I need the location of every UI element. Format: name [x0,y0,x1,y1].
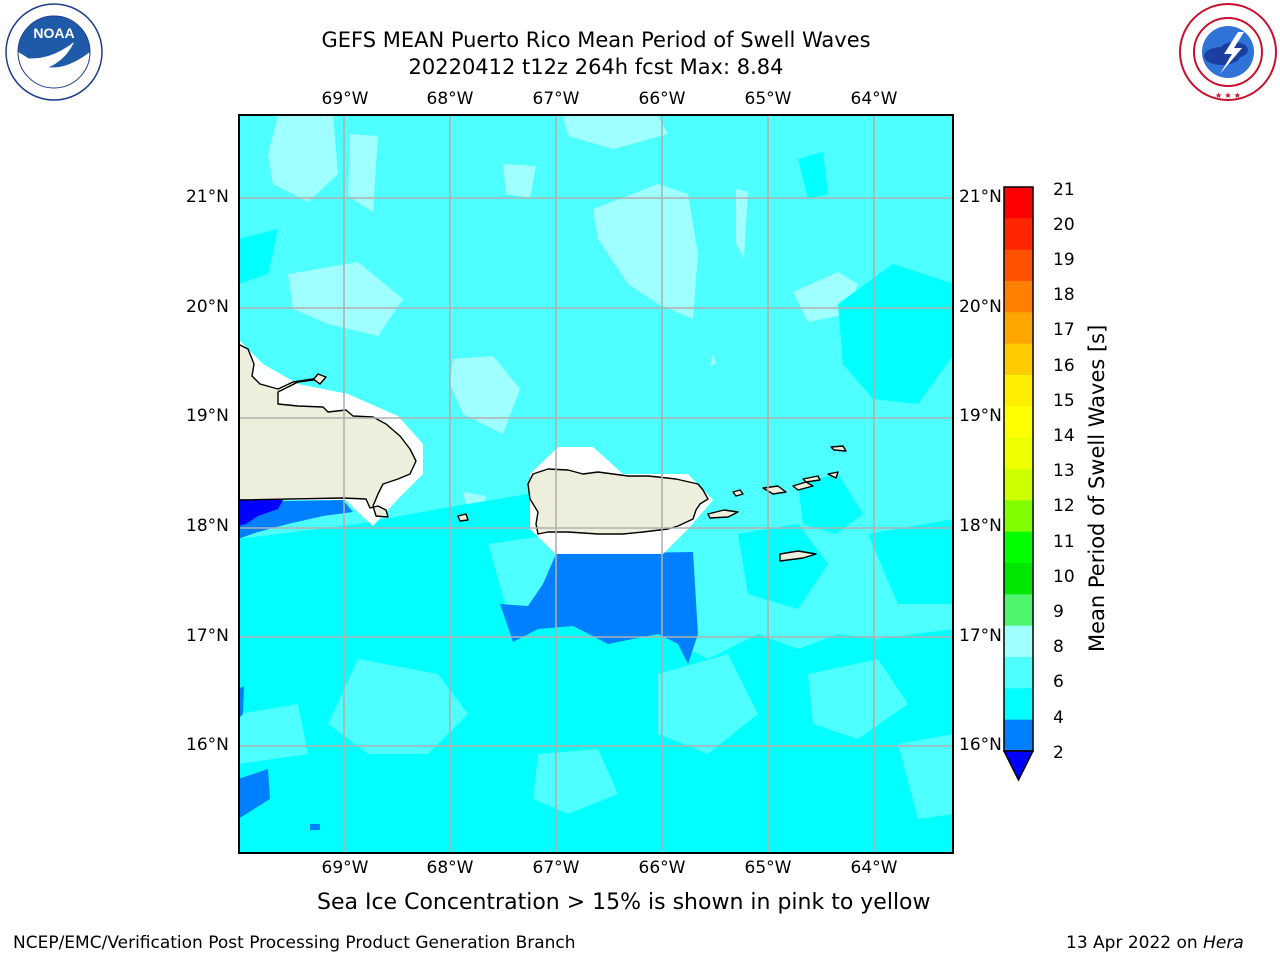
colorbar-tick: 9 [1053,602,1064,622]
lon-label-top: 67°W [532,89,580,109]
lat-label-right: 19°N [959,406,1002,426]
virgin-islands-virgin-gorda [802,475,821,483]
lon-label-bottom: 69°W [321,858,369,878]
lat-label-right: 20°N [959,297,1002,317]
swell-4-6-zones [238,152,954,854]
colorbar-tick: 13 [1053,461,1075,481]
colorbar-cell [1004,218,1033,251]
puerto-rico-land [527,468,709,535]
lon-label-bottom: 65°W [744,858,792,878]
map-panel[interactable] [237,114,954,858]
colorbar-cell [1004,563,1033,595]
lon-label-top: 69°W [321,89,369,109]
colorbar-cell [1004,406,1033,439]
footer-date-text: 13 Apr 2022 on [1066,933,1204,953]
swell-below-2 [238,500,283,526]
virgin-islands-st-thomas [732,489,744,497]
svg-text:★ ★ ★: ★ ★ ★ [1215,91,1241,100]
culebra-vieques [707,509,739,519]
colorbar-tick: 18 [1053,285,1075,305]
colorbar-cell [1004,312,1033,345]
footer-host: Hera [1203,933,1244,953]
sea-ice-note: Sea Ice Concentration > 15% is shown in … [317,890,931,915]
colorbar-cell [1004,688,1033,721]
mona-island [457,513,469,522]
lat-label-left: 16°N [186,735,229,755]
colorbar-cell [1004,500,1033,533]
lon-label-top: 65°W [744,89,792,109]
colorbar-cell [1004,657,1033,689]
lat-label-right: 16°N [959,735,1002,755]
colorbar-cell [1004,343,1033,376]
lat-label-left: 18°N [186,516,229,536]
colorbar-cell [1004,437,1033,470]
lat-label-left: 19°N [186,406,229,426]
colorbar-tick: 12 [1053,496,1075,516]
colorbar-tick: 20 [1053,215,1075,235]
colorbar [996,182,1041,786]
virgin-islands-north [827,471,839,479]
lon-label-bottom: 68°W [426,858,474,878]
lat-label-left: 21°N [186,187,229,207]
colorbar-cell [1004,281,1033,313]
svg-text:NOAA: NOAA [33,25,74,41]
lat-label-left: 20°N [186,297,229,317]
colorbar-tick: 4 [1053,708,1064,728]
lat-label-right: 21°N [959,187,1002,207]
colorbar-extend-triangle [1002,750,1035,782]
lat-label-right: 17°N [959,626,1002,646]
footer-date: 13 Apr 2022 on Hera [1066,933,1244,953]
lon-label-bottom: 64°W [850,858,898,878]
swell-2-4-southwest [238,769,270,819]
footer-branch: NCEP/EMC/Verification Post Processing Pr… [13,933,576,953]
colorbar-cell [1004,375,1033,407]
colorbar-tick: 16 [1053,356,1075,376]
lon-label-top: 68°W [426,89,474,109]
colorbar-cell [1004,719,1033,752]
chart-title: GEFS MEAN Puerto Rico Mean Period of Swe… [321,28,871,52]
colorbar-tick: 21 [1053,180,1075,200]
map-frame [238,114,954,854]
colorbar-cell [1004,187,1033,219]
colorbar-tick: 8 [1053,637,1064,657]
swell-2-4-south-pr [500,552,698,664]
lat-label-right: 18°N [959,516,1002,536]
colorbar-cell [1004,625,1033,658]
st-croix [779,550,817,562]
swell-2-4-spot [310,824,320,830]
colorbar-tick: 14 [1053,426,1075,446]
colorbar-cell [1004,531,1033,564]
colorbar-tick: 19 [1053,250,1075,270]
virgin-islands-tortola [792,481,814,491]
colorbar-cell [1004,469,1033,501]
colorbar-tick: 17 [1053,320,1075,340]
anegada [830,445,847,452]
noaa-logo: NOAA [4,2,104,106]
nws-logo: ★ ★ ★ [1178,2,1278,106]
gridlines [238,114,954,854]
lon-label-bottom: 66°W [638,858,686,878]
colorbar-cell [1004,594,1033,627]
colorbar-tick: 11 [1053,532,1075,552]
colorbar-tick: 15 [1053,391,1075,411]
colorbar-cell [1004,249,1033,282]
hispaniola-land [237,343,417,518]
colorbar-tick: 6 [1053,672,1064,692]
lat-label-left: 17°N [186,626,229,646]
colorbar-tick: 10 [1053,567,1075,587]
lon-label-top: 66°W [638,89,686,109]
chart-subtitle: 20220412 t12z 264h fcst Max: 8.84 [408,55,784,79]
lon-label-bottom: 67°W [532,858,580,878]
lon-label-top: 64°W [850,89,898,109]
colorbar-tick: 2 [1053,743,1064,763]
colorbar-label: Mean Period of Swell Waves [s] [1085,324,1109,652]
